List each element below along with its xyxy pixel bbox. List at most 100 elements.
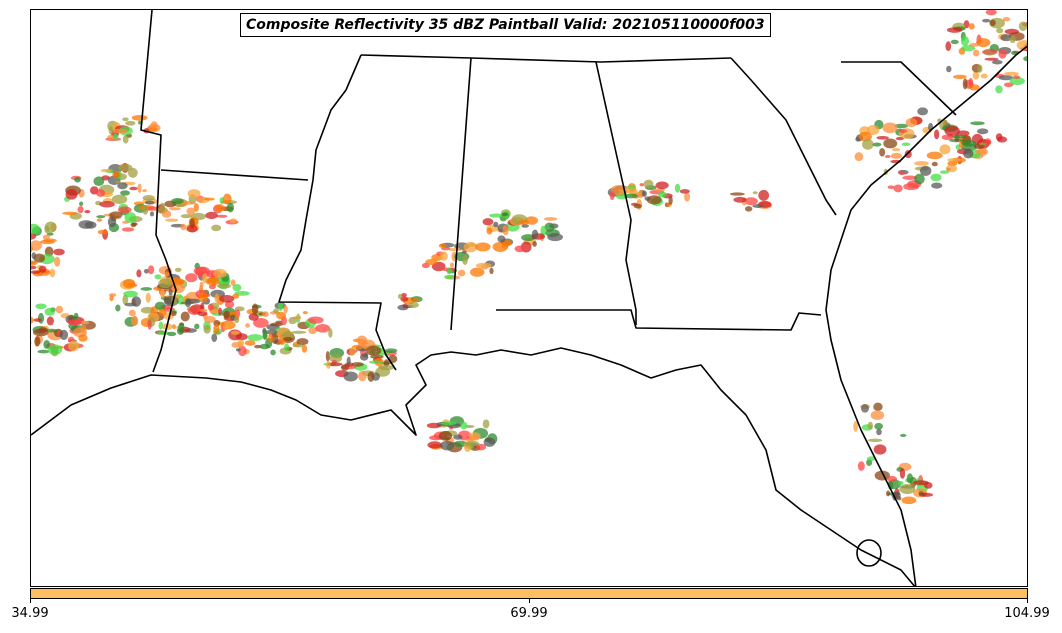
reflectivity-blob (643, 179, 654, 189)
reflectivity-blob (31, 245, 33, 251)
reflectivity-blob (397, 304, 409, 311)
reflectivity-blob (122, 294, 129, 305)
reflectivity-blob (288, 316, 297, 325)
reflectivity-blob (544, 222, 555, 232)
reflectivity-blob (930, 173, 942, 182)
reflectivity-blob (44, 221, 57, 233)
colorbar-tick-min (30, 599, 31, 603)
reflectivity-blob (205, 211, 218, 220)
reflectivity-blob (457, 269, 466, 277)
reflectivity-blob (960, 45, 976, 52)
reflectivity-blob (31, 223, 40, 235)
reflectivity-blob (117, 182, 128, 190)
reflectivity-blob (904, 150, 912, 159)
reflectivity-blob (31, 316, 34, 324)
reflectivity-blob (950, 39, 959, 45)
reflectivity-blob (84, 221, 97, 229)
reflectivity-blob (995, 85, 1003, 94)
reflectivity-blob (729, 192, 745, 196)
reflectivity-blob (425, 258, 437, 265)
reflectivity-blob (158, 321, 164, 330)
reflectivity-blob (177, 322, 185, 334)
reflectivity-blob (194, 323, 200, 330)
reflectivity-blob (438, 430, 453, 441)
reflectivity-blob (65, 188, 78, 200)
colorbar-label-max: 104.99 (1004, 606, 1050, 621)
reflectivity-blob (80, 324, 87, 333)
reflectivity-blob (197, 310, 208, 317)
reflectivity-blob (273, 308, 279, 314)
reflectivity-blob (325, 351, 330, 362)
reflectivity-blob (961, 140, 977, 147)
reflectivity-blob (237, 339, 245, 347)
reflectivity-blob (982, 18, 991, 23)
reflectivity-blob (882, 122, 898, 134)
reflectivity-blob (401, 293, 407, 298)
reflectivity-blob (307, 316, 324, 324)
reflectivity-blob (202, 273, 208, 284)
reflectivity-blob (752, 204, 764, 209)
reflectivity-blob (185, 273, 198, 283)
reflectivity-blob (758, 189, 770, 201)
reflectivity-blob (475, 262, 492, 269)
reflectivity-blob (1012, 75, 1021, 79)
reflectivity-blob (67, 319, 83, 326)
reflectivity-blob (276, 311, 287, 320)
reflectivity-blob (902, 175, 918, 180)
reflectivity-blob (80, 320, 90, 325)
reflectivity-blob (123, 290, 138, 298)
reflectivity-blob (1018, 21, 1027, 32)
reflectivity-blob (431, 254, 443, 261)
reflectivity-blob (980, 73, 988, 79)
reflectivity-blob (107, 216, 117, 228)
reflectivity-blob (658, 191, 667, 198)
reflectivity-blob (866, 459, 873, 466)
reflectivity-blob (74, 176, 81, 183)
reflectivity-paintball-layer (31, 10, 1027, 505)
reflectivity-blob (230, 279, 236, 286)
reflectivity-blob (901, 496, 917, 505)
reflectivity-blob (292, 344, 304, 348)
reflectivity-blob (203, 324, 211, 334)
reflectivity-blob (117, 163, 133, 172)
reflectivity-blob (77, 206, 84, 214)
reflectivity-blob (137, 183, 142, 193)
reflectivity-blob (120, 190, 130, 196)
reflectivity-blob (270, 349, 276, 356)
reflectivity-blob (42, 234, 50, 240)
reflectivity-blob (147, 319, 152, 330)
reflectivity-blob (519, 219, 529, 225)
reflectivity-blob (125, 120, 136, 126)
map-title: Composite Reflectivity 35 dBZ Paintball … (240, 13, 771, 37)
reflectivity-blob (639, 183, 645, 187)
reflectivity-blob (193, 203, 199, 212)
reflectivity-blob (351, 362, 364, 367)
reflectivity-blob (234, 290, 250, 296)
reflectivity-blob (862, 138, 874, 150)
reflectivity-blob (1016, 40, 1027, 51)
reflectivity-blob (346, 356, 351, 366)
reflectivity-blob (31, 261, 38, 266)
reflectivity-blob (222, 193, 232, 205)
reflectivity-blob (1023, 56, 1027, 62)
reflectivity-blob (349, 347, 356, 356)
reflectivity-blob (972, 71, 980, 80)
reflectivity-blob (211, 224, 222, 232)
reflectivity-blob (874, 422, 883, 430)
reflectivity-blob (744, 197, 758, 206)
reflectivity-blob (204, 197, 215, 201)
reflectivity-blob (262, 329, 268, 341)
reflectivity-blob (646, 195, 662, 205)
state-borders (31, 10, 1027, 586)
reflectivity-blob (121, 227, 135, 232)
reflectivity-blob (895, 136, 904, 141)
reflectivity-blob (117, 206, 132, 214)
reflectivity-blob (128, 309, 136, 317)
reflectivity-blob (891, 147, 901, 152)
reflectivity-blob (283, 336, 293, 342)
reflectivity-blob (920, 165, 932, 176)
reflectivity-blob (38, 265, 47, 273)
reflectivity-blob (131, 296, 142, 307)
reflectivity-blob (97, 229, 108, 235)
colorbar-tick-max (1027, 599, 1028, 603)
